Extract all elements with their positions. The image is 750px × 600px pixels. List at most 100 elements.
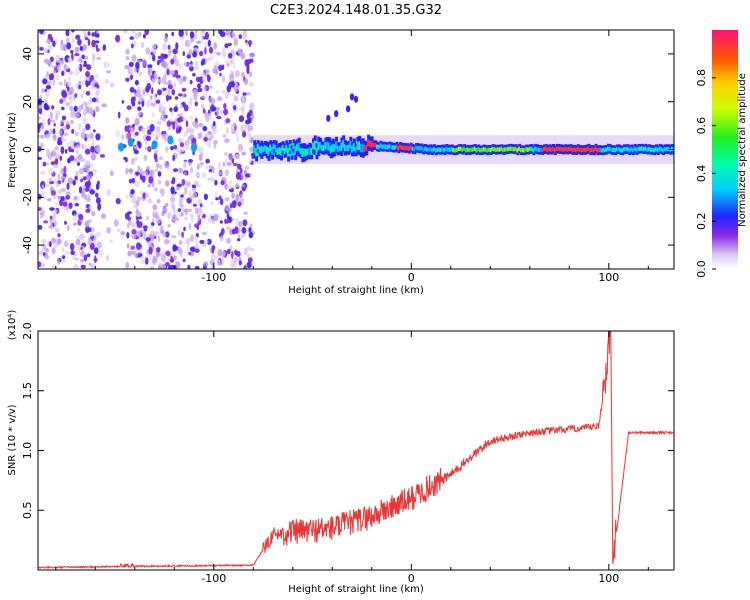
noise-blob bbox=[197, 87, 203, 93]
noise-blob bbox=[57, 140, 63, 146]
noise-blob bbox=[148, 53, 152, 61]
noise-blob bbox=[198, 163, 202, 168]
noise-blob bbox=[191, 120, 198, 127]
noise-blob bbox=[199, 151, 204, 158]
noise-blob bbox=[178, 116, 184, 122]
noise-blob bbox=[140, 259, 146, 264]
noise-blob bbox=[202, 108, 206, 114]
noise-blob bbox=[85, 175, 91, 181]
trace-core bbox=[548, 146, 552, 152]
trace-core bbox=[463, 146, 467, 151]
trace-core bbox=[532, 148, 536, 153]
trace-core bbox=[255, 148, 259, 157]
noise-blob bbox=[146, 215, 149, 221]
noise-blob bbox=[222, 47, 226, 52]
noise-blob bbox=[226, 226, 231, 231]
trace-core bbox=[429, 146, 433, 152]
trace-core bbox=[502, 147, 506, 153]
trace-core bbox=[543, 147, 546, 152]
trace-core bbox=[671, 146, 674, 151]
trace-core bbox=[555, 146, 559, 151]
signal-blob bbox=[349, 93, 355, 101]
noise-blob bbox=[178, 197, 184, 204]
noise-blob bbox=[209, 177, 215, 182]
noise-blob bbox=[95, 48, 100, 52]
noise-blob bbox=[213, 144, 217, 149]
noise-blob bbox=[234, 70, 240, 78]
noise-blob bbox=[194, 236, 198, 243]
trace-core bbox=[525, 147, 529, 152]
trace-core bbox=[498, 147, 502, 152]
noise-blob bbox=[162, 232, 167, 238]
noise-blob bbox=[63, 240, 69, 248]
noise-blob bbox=[139, 112, 144, 116]
trace-core bbox=[264, 145, 267, 152]
noise-blob bbox=[216, 115, 222, 120]
noise-blob bbox=[170, 253, 175, 256]
trace-core bbox=[631, 148, 635, 153]
noise-blob bbox=[167, 51, 171, 57]
trace-core bbox=[635, 148, 639, 153]
noise-blob bbox=[173, 106, 178, 113]
noise-blob bbox=[69, 243, 75, 251]
trace-core bbox=[623, 146, 626, 152]
noise-blob bbox=[68, 86, 74, 95]
noise-blob bbox=[55, 74, 60, 81]
trace-core bbox=[375, 144, 379, 149]
noise-blob bbox=[214, 191, 218, 196]
noise-blob bbox=[215, 106, 221, 111]
noise-blob bbox=[137, 233, 142, 237]
trace-core bbox=[551, 146, 555, 151]
noise-blob bbox=[134, 131, 139, 136]
noise-blob bbox=[147, 64, 153, 68]
trace-core bbox=[340, 142, 344, 151]
noise-blob bbox=[61, 70, 65, 77]
noise-blob bbox=[157, 179, 162, 185]
noise-blob bbox=[138, 72, 143, 76]
noise-blob bbox=[213, 139, 218, 145]
noise-blob bbox=[242, 131, 247, 138]
trace-core bbox=[541, 148, 545, 153]
trace-core bbox=[319, 142, 323, 149]
trace-core bbox=[495, 147, 499, 152]
noise-blob bbox=[46, 162, 49, 166]
noise-blob bbox=[170, 58, 175, 65]
y-tick-label: 0 bbox=[21, 146, 34, 153]
noise-blob bbox=[168, 95, 172, 100]
signal-blob bbox=[127, 137, 134, 147]
noise-blob bbox=[85, 79, 89, 88]
noise-blob bbox=[110, 82, 114, 88]
trace-core bbox=[564, 146, 568, 152]
trace-core bbox=[313, 140, 317, 150]
noise-blob bbox=[62, 255, 66, 260]
trace-core bbox=[491, 146, 495, 151]
signal-blob bbox=[334, 110, 339, 118]
trace-core bbox=[464, 148, 468, 153]
trace-core bbox=[656, 148, 660, 153]
noise-blob bbox=[73, 195, 78, 201]
noise-blob bbox=[231, 217, 235, 222]
noise-blob bbox=[178, 126, 182, 131]
trace-core bbox=[372, 143, 376, 148]
noise-blob bbox=[83, 60, 87, 65]
noise-blob bbox=[204, 47, 207, 55]
noise-blob bbox=[79, 233, 85, 241]
noise-blob bbox=[57, 258, 61, 265]
noise-blob bbox=[189, 246, 196, 252]
trace-core bbox=[381, 144, 385, 149]
noise-blob bbox=[59, 98, 64, 104]
noise-blob bbox=[230, 259, 235, 267]
trace-core bbox=[512, 147, 516, 152]
y-tick-label: -40 bbox=[21, 236, 34, 254]
trace-core bbox=[352, 143, 356, 152]
noise-blob bbox=[38, 134, 44, 138]
noise-blob bbox=[70, 110, 76, 118]
noise-blob bbox=[39, 191, 46, 196]
noise-blob bbox=[220, 180, 225, 186]
trace-core bbox=[397, 146, 401, 151]
noise-blob bbox=[228, 180, 233, 186]
noise-blob bbox=[91, 138, 95, 147]
noise-blob bbox=[75, 111, 80, 119]
noise-blob bbox=[135, 242, 141, 251]
noise-blob bbox=[142, 192, 146, 199]
